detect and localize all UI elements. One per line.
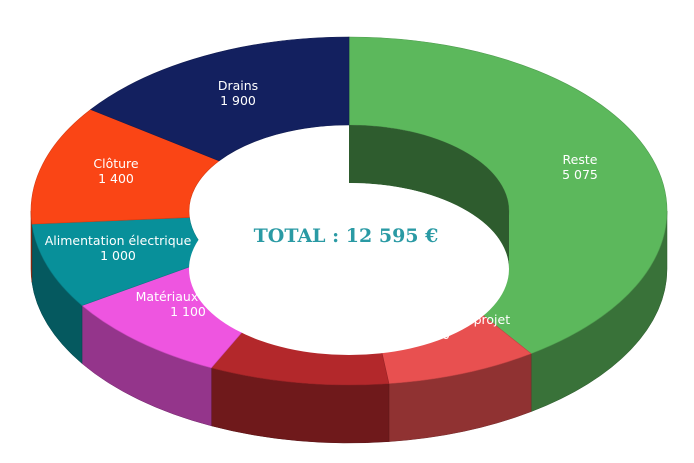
slice-value: 1 100 xyxy=(170,304,206,319)
slice-value: 1 900 xyxy=(220,93,256,108)
inner-walls xyxy=(189,125,509,355)
slice-label-alimentation-electrique: Alimentation électrique 1 000 xyxy=(45,233,192,263)
slice-inner-reste xyxy=(349,125,509,269)
slice-drains xyxy=(90,36,350,162)
slice-label-materiaux-divers: Matériaux divers 1 100 xyxy=(136,289,241,319)
slice-value: 1 150 xyxy=(292,335,328,350)
slice-value: 1 400 xyxy=(98,171,134,186)
slice-name: Drains xyxy=(218,78,258,93)
slice-name: Charges diverses xyxy=(256,320,364,335)
slice-label-drains: Drains 1 900 xyxy=(218,78,258,108)
slice-sides xyxy=(30,210,668,444)
slice-name: Matériaux divers xyxy=(136,289,241,304)
slice-label-charges-diverses: Charges diverses 1 150 xyxy=(256,320,364,350)
slice-label-reste: Reste 5 075 xyxy=(562,152,598,182)
donut-hole xyxy=(189,183,509,355)
slice-value: 970 xyxy=(426,327,450,342)
slice-name: Reste xyxy=(563,152,598,167)
slice-value: 5 075 xyxy=(562,167,598,182)
slice-name: Frais J'adopte un projet xyxy=(366,312,510,327)
slice-value: 1 000 xyxy=(100,248,136,263)
slice-label-frais-j-adopte-un-projet: Frais J'adopte un projet 970 xyxy=(366,312,510,342)
slice-name: Clôture xyxy=(93,156,139,171)
slice-label-cloture: Clôture 1 400 xyxy=(93,156,139,186)
slice-name: Alimentation électrique xyxy=(45,233,192,248)
total-label: TOTAL : 12 595 € xyxy=(254,225,439,247)
